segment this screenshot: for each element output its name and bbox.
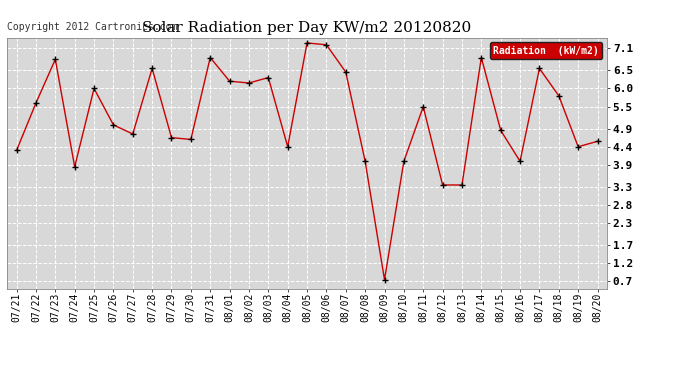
Title: Solar Radiation per Day KW/m2 20120820: Solar Radiation per Day KW/m2 20120820 [142,21,472,35]
Text: Copyright 2012 Cartronics.com: Copyright 2012 Cartronics.com [7,22,177,33]
Legend: Radiation  (kW/m2): Radiation (kW/m2) [490,42,602,59]
